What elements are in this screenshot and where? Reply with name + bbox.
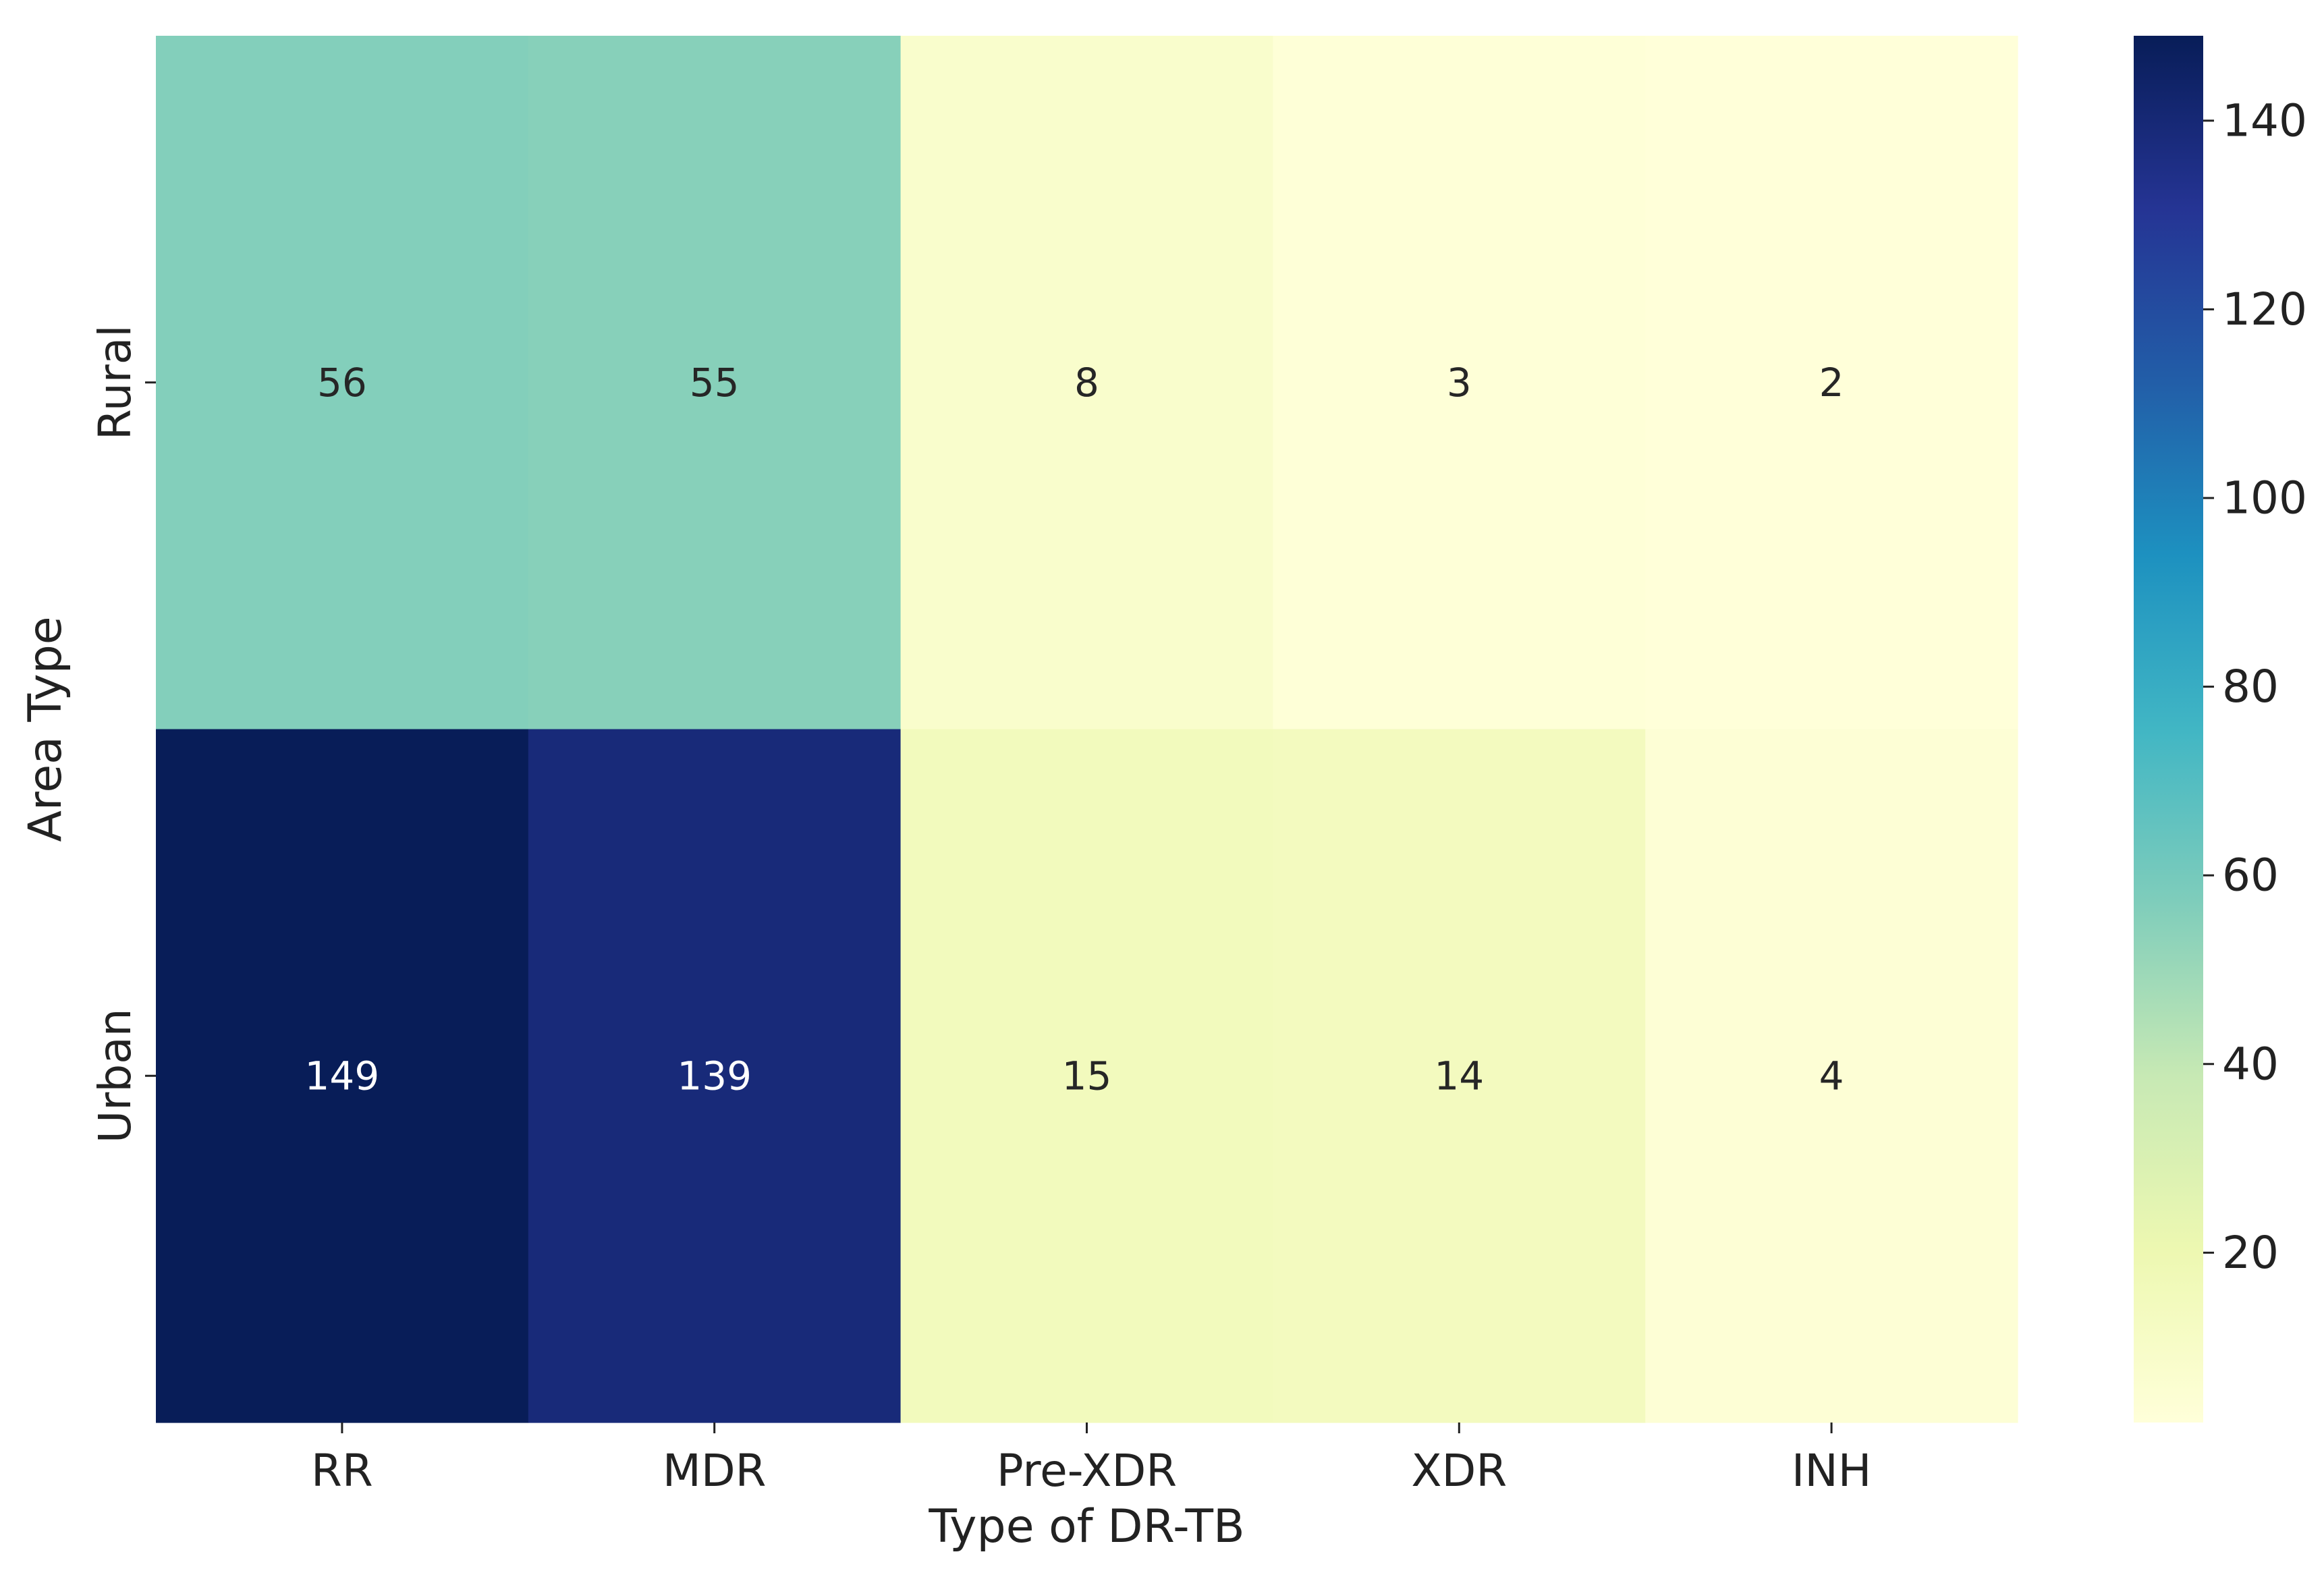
cell-value-label: 139 — [677, 1053, 752, 1099]
cell-value-label: 3 — [1447, 360, 1472, 406]
heatmap-cell-rural-pre-xdr — [900, 36, 1273, 730]
colorbar-tick-label: 140 — [2222, 94, 2307, 146]
cell-value-label: 15 — [1062, 1053, 1112, 1099]
cell-value-label: 56 — [317, 360, 367, 406]
y-tick-label: Urban — [89, 1008, 141, 1143]
colorbar — [2134, 36, 2203, 1422]
y-tick-label: Rural — [89, 325, 141, 440]
x-tick-label: RR — [311, 1445, 373, 1497]
y-axis-title: Area Type — [19, 616, 72, 841]
x-axis-title: Type of DR-TB — [928, 1500, 1244, 1553]
cell-value-label: 149 — [305, 1053, 380, 1099]
heatmap-cell-rural-rr — [156, 36, 529, 730]
x-axis-ticks: RR MDR Pre-XDR XDR INH — [311, 1422, 1871, 1497]
y-axis-ticks: Rural Urban — [89, 325, 156, 1143]
colorbar-tick-label: 60 — [2222, 850, 2279, 902]
colorbar-tick-label: 20 — [2222, 1227, 2279, 1279]
cell-annotations: 56 55 8 3 2 149 139 15 14 4 — [305, 360, 1844, 1099]
x-tick-label: XDR — [1411, 1445, 1507, 1497]
cell-value-label: 8 — [1074, 360, 1099, 406]
x-tick-label: INH — [1792, 1445, 1871, 1497]
colorbar-ticks: 20 40 60 80 100 120 140 — [2203, 94, 2307, 1279]
heatmap-cell-urban-mdr — [528, 729, 902, 1423]
colorbar-tick-label: 40 — [2222, 1038, 2279, 1090]
cell-value-label: 4 — [1819, 1053, 1844, 1099]
cell-value-label: 14 — [1434, 1053, 1484, 1099]
heatmap-cell-rural-inh — [1645, 36, 2018, 730]
heatmap-cell-urban-xdr — [1273, 729, 1646, 1423]
cell-value-label: 55 — [690, 360, 740, 406]
cell-value-label: 2 — [1819, 360, 1844, 406]
heatmap-cell-urban-inh — [1645, 729, 2018, 1423]
colorbar-tick-label: 80 — [2222, 661, 2279, 713]
colorbar-tick-label: 120 — [2222, 283, 2307, 335]
x-tick-label: MDR — [663, 1445, 767, 1497]
heatmap-cell-urban-rr — [156, 729, 529, 1423]
heatmap-cell-rural-mdr — [528, 36, 902, 730]
colorbar-tick-label: 100 — [2222, 472, 2307, 524]
x-tick-label: Pre-XDR — [997, 1445, 1177, 1497]
heatmap-cells — [156, 36, 2018, 1423]
heatmap-cell-urban-pre-xdr — [900, 729, 1273, 1423]
heatmap-cell-rural-xdr — [1273, 36, 1646, 730]
